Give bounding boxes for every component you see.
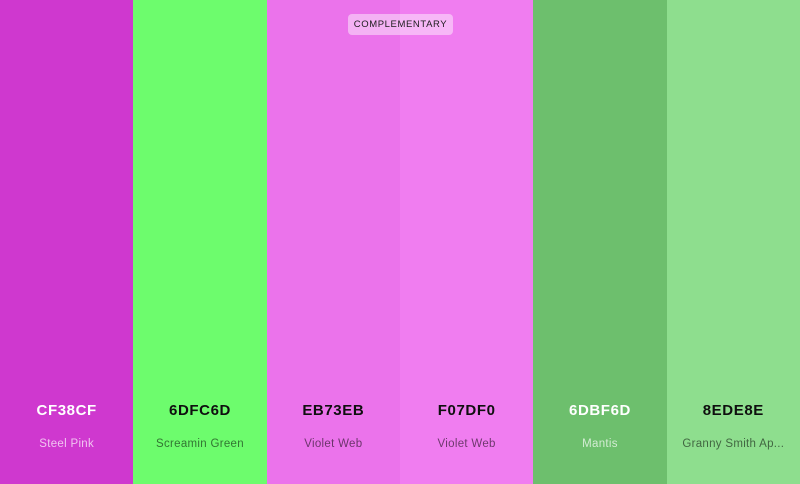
swatch-screamin-green[interactable]: 6DFC6D Screamin Green: [133, 0, 267, 484]
color-name: Granny Smith Ap...: [682, 438, 785, 450]
scheme-type-badge: COMPLEMENTARY: [348, 14, 453, 35]
swatch-granny-smith-apple[interactable]: 8EDE8E Granny Smith Ap...: [666, 0, 800, 484]
hex-code[interactable]: 6DBF6D: [569, 402, 631, 419]
swatch-violet-web-light[interactable]: F07DF0 Violet Web: [399, 0, 534, 484]
color-name: Mantis: [582, 438, 618, 450]
color-name: Violet Web: [437, 438, 496, 450]
hex-code[interactable]: EB73EB: [302, 402, 365, 419]
hex-code[interactable]: 6DFC6D: [169, 402, 231, 419]
color-name: Screamin Green: [156, 438, 244, 450]
color-name: Violet Web: [304, 438, 363, 450]
hex-code[interactable]: CF38CF: [36, 402, 97, 419]
hex-code[interactable]: 8EDE8E: [702, 402, 764, 419]
color-name: Steel Pink: [39, 438, 95, 450]
swatch-steel-pink[interactable]: CF38CF Steel Pink: [0, 0, 134, 484]
swatch-violet-web[interactable]: EB73EB Violet Web: [266, 0, 400, 484]
hex-code[interactable]: F07DF0: [437, 402, 496, 419]
swatch-mantis[interactable]: 6DBF6D Mantis: [533, 0, 667, 484]
